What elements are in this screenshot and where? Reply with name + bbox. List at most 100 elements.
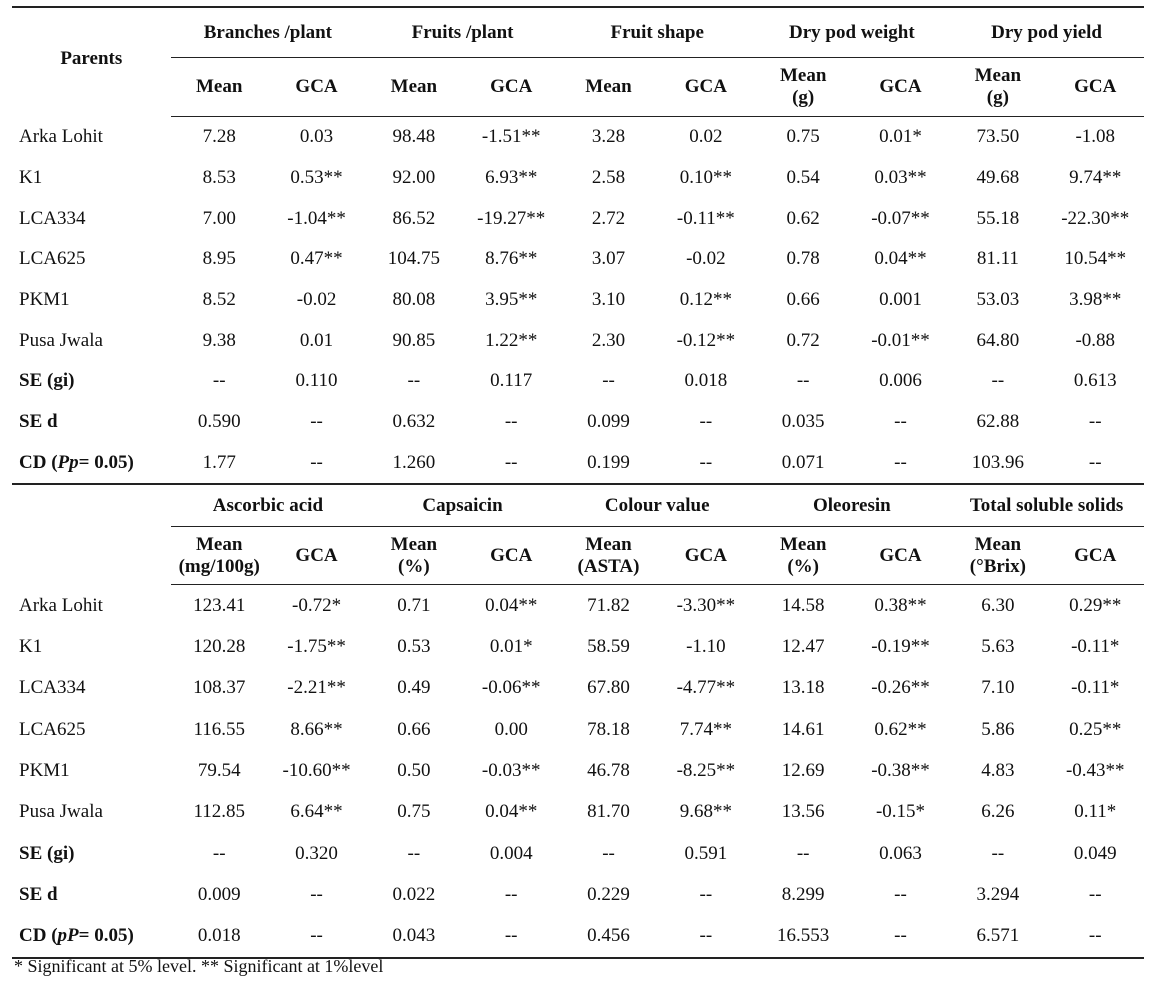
- mean-header: Mean (%): [754, 526, 852, 586]
- gca-table: Parents Branches /plant Fruits /plant Fr…: [12, 6, 1144, 959]
- gca-cell: 8.76**: [485, 248, 538, 270]
- mean-unit: (g): [986, 87, 1009, 108]
- row-label: LCA625: [19, 248, 86, 270]
- gca-cell: -22.30**: [1061, 207, 1130, 229]
- stat-row: SE d 0.009 -- 0.022 -- 0.229 -- 8.299 -- 3.294 --: [12, 874, 1144, 915]
- gca-cell: -0.19**: [871, 636, 930, 658]
- stat-label: SE d: [19, 883, 58, 905]
- stat-row: SE (gi) -- 0.320 -- 0.004 -- 0.591 -- 0.063 -- 0.0…: [12, 833, 1144, 874]
- mean-cell: 80.08: [392, 289, 436, 311]
- gca-cell: -0.38**: [871, 760, 930, 782]
- table-row: LCA334 7.00 -1.04** 86.52 -19.27** 2.72 -0.11*…: [12, 198, 1144, 239]
- gca-cell: --: [1088, 883, 1102, 905]
- mean-cell: 8.95: [202, 248, 236, 270]
- cd-row: CD (pP= 0.05) 0.018 -- 0.043 -- 0.456 -- 16.553…: [12, 915, 1144, 959]
- mean-unit: (ASTA): [577, 555, 640, 577]
- mean-header: Mean (%): [365, 526, 463, 586]
- gca-cell: 0.613: [1073, 370, 1117, 392]
- gca-cell: -1.04**: [287, 207, 346, 229]
- mean-cell: 108.37: [193, 677, 246, 699]
- mean-cell: 0.009: [197, 883, 241, 905]
- gca-cell: --: [462, 915, 560, 959]
- gca-cell: 0.006: [879, 370, 922, 392]
- gca-cell: --: [657, 915, 755, 959]
- gca-cell: --: [657, 442, 755, 486]
- gca-cell: -19.27**: [477, 207, 546, 229]
- mean-cell: 13.18: [781, 677, 825, 699]
- gca-cell: -1.51**: [481, 126, 541, 148]
- gca-cell: 0.53**: [290, 167, 343, 189]
- gca-cell: -0.72*: [292, 594, 342, 616]
- cd-label: CD (pP= 0.05): [12, 915, 171, 959]
- table-row: PKM1 79.54 -10.60** 0.50 -0.03** 46.78 -8.25**…: [12, 750, 1144, 791]
- mean-cell: 2.58: [591, 167, 626, 189]
- mean-label: Mean: [974, 533, 1022, 555]
- gca-header: GCA: [267, 57, 366, 117]
- mean-cell: 0.199: [559, 442, 658, 486]
- gca-cell: --: [504, 883, 518, 905]
- gca-cell: -0.11**: [676, 207, 735, 229]
- gca-cell: 0.049: [1073, 842, 1117, 864]
- stat-label: SE (gi): [19, 842, 75, 864]
- gca-cell: 0.018: [684, 370, 728, 392]
- gca-cell: --: [504, 411, 518, 433]
- mean-label: Mean: [779, 533, 827, 555]
- mean-cell: 0.099: [587, 411, 630, 433]
- section2-body: Arka Lohit 123.41 -0.72* 0.71 0.04** 71.82 -3.…: [12, 585, 1144, 959]
- gca-cell: -8.25**: [676, 760, 736, 782]
- gca-cell: 0.001: [879, 289, 922, 311]
- mean-unit: (mg/100g): [178, 555, 260, 577]
- mean-cell: 67.80: [587, 677, 630, 699]
- mean-header: Mean: [559, 57, 658, 117]
- mean-cell: --: [991, 842, 1005, 864]
- gca-cell: --: [1088, 411, 1102, 433]
- mean-cell: 9.38: [202, 329, 236, 351]
- trait-header: Branches /plant: [170, 6, 366, 58]
- mean-cell: 92.00: [392, 167, 436, 189]
- mean-cell: 123.41: [193, 594, 246, 616]
- gca-cell: 0.47**: [290, 248, 343, 270]
- gca-cell: 8.66**: [290, 718, 343, 740]
- table-row: LCA625 116.55 8.66** 0.66 0.00 78.18 7.74** 14.…: [12, 709, 1144, 750]
- gca-cell: --: [1046, 442, 1144, 486]
- gca-cell: 0.110: [295, 370, 338, 392]
- gca-cell: -0.15*: [875, 801, 926, 823]
- gca-cell: 0.62**: [874, 718, 927, 740]
- table-row: K1 120.28 -1.75** 0.53 0.01* 58.59 -1.10 12.47 -…: [12, 626, 1144, 667]
- mean-cell: 6.30: [981, 594, 1015, 616]
- trait-header: Colour value: [559, 483, 755, 528]
- mean-unit: (%): [398, 555, 430, 577]
- stat-label: SE (gi): [19, 370, 75, 392]
- gca-cell: 0.004: [489, 842, 533, 864]
- footnote: * Significant at 5% level. ** Significan…: [14, 956, 384, 976]
- gca-cell: -0.03**: [481, 760, 541, 782]
- gca-cell: 9.74**: [1069, 167, 1122, 189]
- gca-cell: --: [310, 411, 323, 433]
- mean-cell: --: [796, 370, 810, 392]
- mean-header: Mean (°Brix): [949, 526, 1047, 586]
- mean-label: Mean: [779, 65, 827, 86]
- mean-label: Mean: [195, 533, 243, 555]
- mean-cell: 55.18: [976, 207, 1020, 229]
- mean-cell: 58.59: [587, 636, 630, 658]
- mean-cell: 6.26: [981, 801, 1015, 823]
- row-label: Arka Lohit: [19, 126, 103, 148]
- mean-cell: --: [991, 370, 1005, 392]
- mean-cell: --: [602, 842, 615, 864]
- mean-cell: 64.80: [976, 329, 1020, 351]
- gca-header: GCA: [851, 526, 950, 586]
- gca-cell: -0.11*: [1071, 636, 1120, 658]
- gca-cell: --: [699, 411, 713, 433]
- gca-header: GCA: [851, 57, 950, 117]
- gca-cell: -10.60**: [282, 760, 351, 782]
- gca-cell: 0.29**: [1069, 594, 1122, 616]
- gca-cell: 0.04**: [485, 801, 538, 823]
- gca-cell: -0.02: [296, 289, 337, 311]
- gca-cell: 0.03**: [874, 167, 927, 189]
- gca-cell: 3.95**: [485, 289, 538, 311]
- mean-cell: 8.53: [202, 167, 236, 189]
- table-row: Arka Lohit 123.41 -0.72* 0.71 0.04** 71.82 -3.…: [12, 585, 1144, 627]
- mean-unit: (°Brix): [969, 555, 1026, 577]
- mean-cell: 14.58: [781, 594, 825, 616]
